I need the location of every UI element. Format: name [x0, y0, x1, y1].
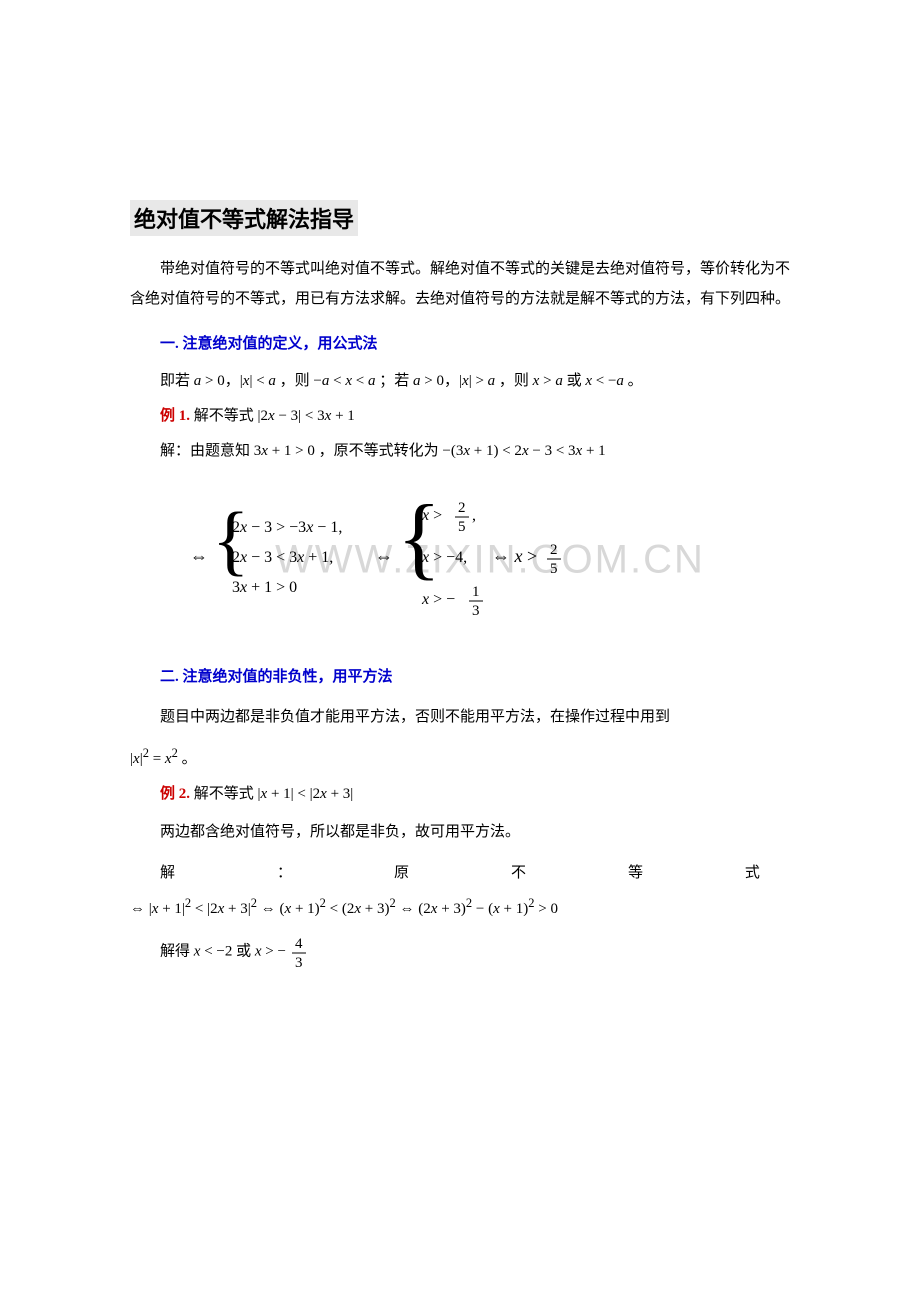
svg-text:x > −4,: x > −4,: [421, 549, 467, 566]
svg-text:x >: x >: [421, 507, 442, 524]
svg-text:2: 2: [550, 542, 558, 558]
svg-text:{: {: [397, 486, 441, 588]
example-1-solution-line: 解：由题意知 3x + 1 > 0 ，原不等式转化为 −(3x + 1) < 2…: [130, 439, 790, 460]
section-2-formula-note: |x|2 = x2 。: [130, 746, 790, 768]
example-1: 例 1. 解不等式 |2x − 3| < 3x + 1: [130, 404, 790, 425]
example-2-final: 解得 x < −2 或 x > − 4 3: [130, 934, 790, 970]
svg-text:⇔: ⇔: [375, 546, 393, 566]
svg-text:3: 3: [295, 955, 303, 970]
svg-text:x > −: x > −: [421, 591, 455, 608]
example-2: 例 2. 解不等式 |x + 1| < |2x + 3|: [130, 782, 790, 803]
svg-text:5: 5: [550, 561, 558, 577]
section-2-heading: 二. 注意绝对值的非负性，用平方法: [130, 665, 790, 686]
svg-text:⇔: ⇔: [190, 546, 208, 566]
svg-text:1: 1: [472, 584, 480, 600]
svg-text:3: 3: [472, 603, 480, 619]
example-1-system: WWW.ZIXIN.COM.CN ⇔ { 2x − 3 > −3x − 1, 2…: [190, 482, 790, 637]
svg-text:{: {: [212, 496, 249, 583]
svg-text:2x − 3 < 3x + 1,: 2x − 3 < 3x + 1,: [232, 549, 333, 566]
page-title: 绝对值不等式解法指导: [130, 200, 358, 236]
section-2-desc: 题目中两边都是非负值才能用平方法，否则不能用平方法，在操作过程中用到: [130, 702, 790, 732]
svg-text:3x + 1 > 0: 3x + 1 > 0: [232, 579, 297, 596]
svg-text:4: 4: [295, 936, 303, 952]
section-1-heading: 一. 注意绝对值的定义，用公式法: [130, 332, 790, 353]
svg-text:,: ,: [472, 507, 476, 524]
example-2-derivation: ⇔ |x + 1|2 < |2x + 3|2 ⇔ (x + 1)2 < (2x …: [130, 896, 790, 918]
svg-text:5: 5: [458, 519, 466, 535]
section-1-rule: 即若 a > 0，|x| < a ，则 −a < x < a ；若 a > 0，…: [130, 369, 790, 390]
solution-spaced-line: 解 ： 原 不 等 式: [130, 861, 790, 882]
svg-text:2: 2: [458, 500, 466, 516]
svg-text:⇔ x >: ⇔ x >: [492, 546, 537, 566]
svg-text:2x − 3 > −3x − 1,: 2x − 3 > −3x − 1,: [232, 519, 342, 536]
intro-paragraph: 带绝对值符号的不等式叫绝对值不等式。解绝对值不等式的关键是去绝对值符号，等价转化…: [130, 254, 790, 314]
example-2-note: 两边都含绝对值符号，所以都是非负，故可用平方法。: [130, 817, 790, 847]
